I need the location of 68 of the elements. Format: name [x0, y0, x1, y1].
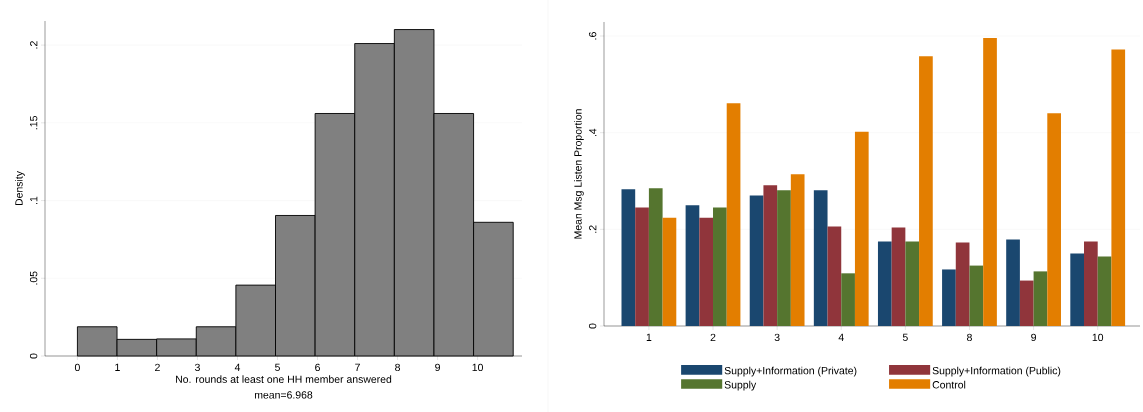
x-tick-label: 2	[155, 363, 160, 371]
x-tick-label: 3	[194, 363, 200, 372]
bar	[983, 37, 997, 326]
bar	[891, 227, 906, 326]
bar	[621, 189, 636, 326]
bar	[854, 131, 869, 326]
bar	[905, 241, 920, 326]
y-tick-label: .6	[588, 32, 597, 40]
x-tick-label: 5	[275, 363, 280, 371]
x-tick-label: 4	[234, 363, 241, 371]
bar	[1097, 256, 1112, 326]
legend-label: Control	[932, 380, 966, 389]
x-axis-title: No. rounds at least one HH member answered	[176, 375, 392, 383]
y-tick-label: .2	[30, 41, 38, 49]
bar	[1006, 239, 1020, 326]
bar	[969, 265, 984, 326]
bar	[942, 269, 956, 326]
x-tick-label: 8	[967, 333, 972, 342]
y-axis-title: Density	[14, 171, 25, 206]
x-tick-label: 5	[902, 333, 908, 341]
y-tick-label: .4	[589, 128, 597, 137]
y-tick-label: .05	[29, 271, 38, 285]
bar	[726, 103, 741, 326]
bar	[763, 185, 778, 326]
x-tick-label: 10	[472, 363, 483, 372]
bar	[841, 273, 855, 326]
bar	[813, 190, 828, 326]
y-axis-title: Mean Msg Listen Proportion	[574, 109, 584, 239]
bar	[790, 174, 805, 326]
bar	[1084, 241, 1098, 326]
x-tick-label: 2	[710, 333, 716, 341]
bar	[648, 188, 663, 326]
legend-label: Supply	[724, 380, 757, 391]
y-tick-label: 0	[588, 323, 597, 329]
y-tick-label: .1	[30, 196, 38, 204]
x-tick-label: 6	[315, 363, 320, 372]
bar	[877, 241, 892, 326]
y-tick-label: .2	[589, 225, 597, 233]
x-tick-label: 8	[395, 363, 401, 372]
y-tick-label: .15	[30, 115, 38, 130]
x-tick-label: 4	[838, 333, 844, 341]
x-tick-label: 0	[74, 363, 80, 372]
x-tick-label: 7	[355, 363, 360, 371]
bar	[1047, 113, 1061, 326]
bar	[1111, 49, 1126, 326]
bar	[1070, 253, 1085, 326]
bar	[635, 207, 649, 326]
bar	[919, 56, 933, 326]
bar	[1019, 280, 1034, 326]
x-tick-label: 9	[1031, 333, 1036, 342]
legend-label: Supply+Information (Private)	[724, 366, 857, 377]
text: mean=6.968	[254, 391, 313, 399]
bar	[685, 205, 700, 326]
bar	[713, 207, 727, 326]
bar	[1033, 271, 1048, 326]
x-tick-label: 9	[435, 363, 440, 372]
bar	[777, 190, 791, 326]
x-tick-label: 1	[115, 363, 120, 371]
x-tick-label: 10	[1092, 333, 1104, 342]
x-tick-label: 3	[774, 333, 780, 342]
y-tick-label: 0	[29, 353, 38, 359]
bar	[699, 217, 714, 326]
bar	[955, 242, 970, 326]
legend-label: Supply+Information (Public)	[932, 366, 1061, 377]
x-tick-label: 1	[646, 333, 652, 341]
bar	[827, 226, 842, 326]
bar	[662, 217, 677, 326]
bar	[749, 195, 764, 326]
